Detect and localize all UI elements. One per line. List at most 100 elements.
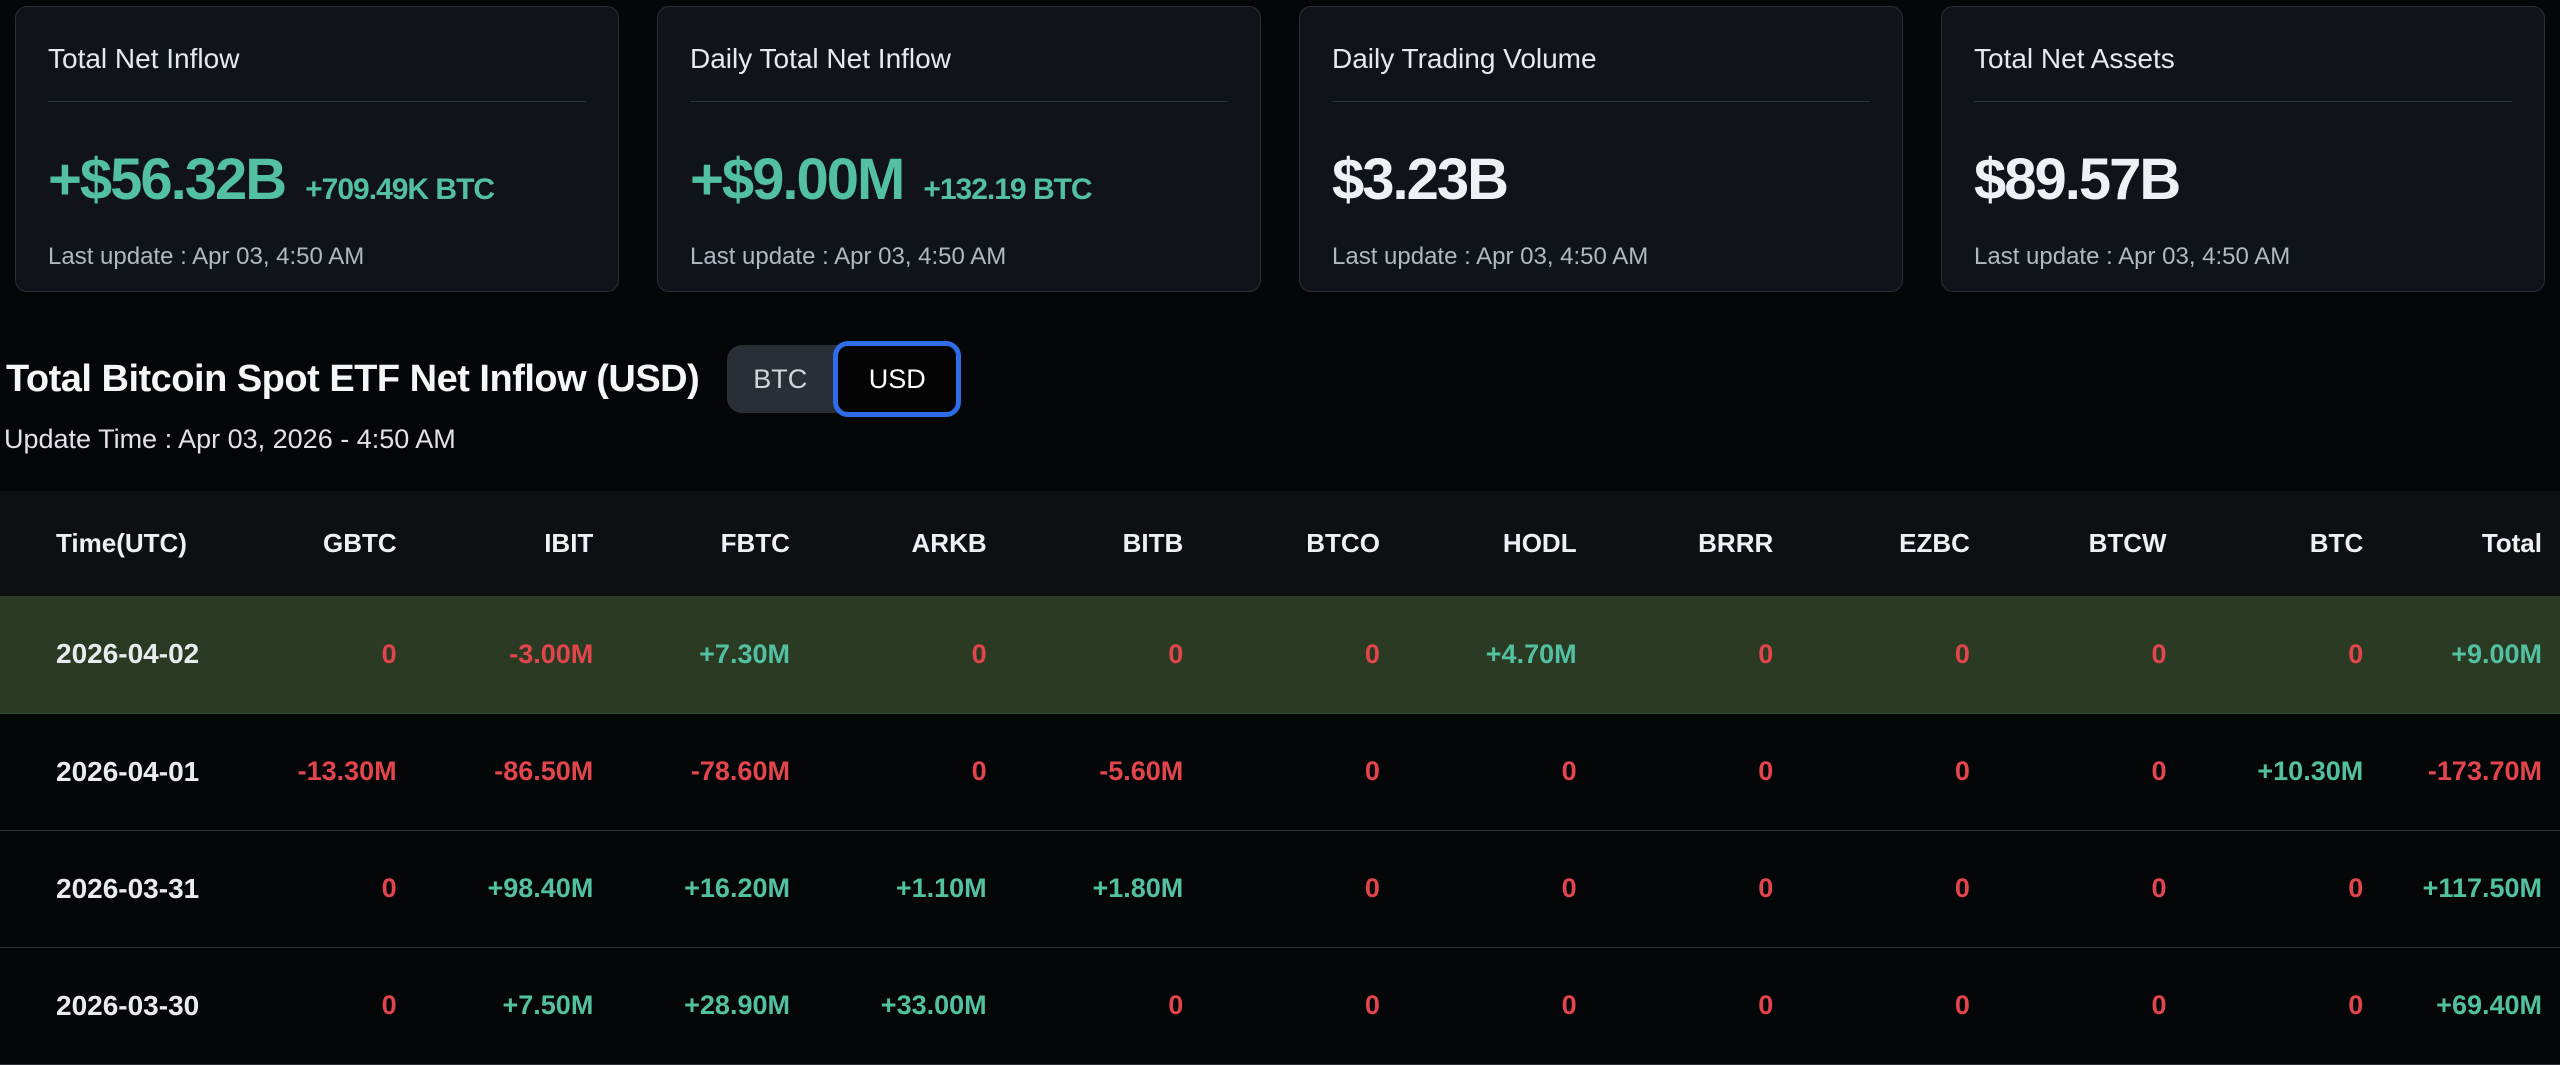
table-row: 2026-04-02 0 -3.00M +7.30M 0 0 0 +4.70M 0 0 0 0 +9.0… xyxy=(0,596,2560,714)
table-row: 2026-04-01 -13.30M -86.50M -78.60M 0 -5.60M 0 0… xyxy=(0,713,2560,831)
value-cell-ezbc: 0 xyxy=(1773,830,1970,948)
value-cell-gbtc: 0 xyxy=(200,596,397,714)
value-cell-total: +117.50M xyxy=(2363,830,2560,948)
value-cell-ezbc: 0 xyxy=(1773,596,1970,714)
usd-toggle-button[interactable]: USD xyxy=(833,341,962,417)
value-cell-btcw: 0 xyxy=(1969,830,2167,948)
stat-card-value: +$9.00M xyxy=(690,147,905,212)
btc-toggle-button[interactable]: BTC xyxy=(753,363,808,394)
value-cell-brrr: 0 xyxy=(1576,713,1774,831)
value-cell-total: +9.00M xyxy=(2363,596,2560,714)
value-cell-bitb: 0 xyxy=(986,947,1184,1065)
column-header-total: Total xyxy=(2363,491,2560,596)
stat-cards-row: Total Net Inflow +$56.32B +709.49K BTC L… xyxy=(0,0,2560,292)
section-header: Total Bitcoin Spot ETF Net Inflow (USD) … xyxy=(6,341,2560,417)
column-header-hodl: HODL xyxy=(1379,491,1577,596)
value-cell-ibit: +98.40M xyxy=(396,830,594,948)
value-cell-fbtc: -78.60M xyxy=(593,713,790,831)
etf-inflow-table: Time(UTC) GBTC IBIT FBTC ARKB BITB BTCO HODL BRR… xyxy=(0,491,2560,1065)
table-body: 2026-04-02 0 -3.00M +7.30M 0 0 0 +4.70M 0 0 0 0 +9.0… xyxy=(0,596,2560,1065)
value-cell-bitb: 0 xyxy=(986,596,1184,714)
value-cell-arkb: +1.10M xyxy=(789,830,987,948)
value-cell-total: -173.70M xyxy=(2363,713,2560,831)
stat-card-btc-value: +709.49K BTC xyxy=(305,173,495,206)
column-header-bitb: BITB xyxy=(986,491,1184,596)
date-cell: 2026-03-31 xyxy=(0,830,200,948)
value-cell-ibit: -3.00M xyxy=(396,596,594,714)
stat-card-last-update: Last update : Apr 03, 4:50 AM xyxy=(48,243,365,270)
value-cell-arkb: 0 xyxy=(789,596,987,714)
date-cell: 2026-04-02 xyxy=(0,596,200,714)
stat-card: Daily Total Net Inflow +$9.00M +132.19 B… xyxy=(657,6,1261,292)
value-cell-btc: +10.30M xyxy=(2166,713,2364,831)
value-cell-total: +69.40M xyxy=(2363,947,2560,1065)
value-cell-btc: 0 xyxy=(2166,947,2364,1065)
value-cell-hodl: 0 xyxy=(1379,947,1577,1065)
stat-card-value: $89.57B xyxy=(1974,147,2181,212)
column-header-arkb: ARKB xyxy=(789,491,987,596)
value-cell-bitb: -5.60M xyxy=(986,713,1184,831)
stat-card-value-row: +$9.00M +132.19 BTC xyxy=(690,146,1228,213)
stat-card-title: Total Net Assets xyxy=(1974,43,2512,102)
value-cell-btco: 0 xyxy=(1183,830,1380,948)
value-cell-arkb: 0 xyxy=(789,713,987,831)
stat-card: Daily Trading Volume $3.23B Last update … xyxy=(1299,6,1903,292)
value-cell-gbtc: 0 xyxy=(200,830,397,948)
stat-card-value: $3.23B xyxy=(1332,147,1509,212)
value-cell-btc: 0 xyxy=(2166,596,2364,714)
value-cell-btco: 0 xyxy=(1183,596,1380,714)
stat-card-title: Daily Trading Volume xyxy=(1332,43,1870,102)
value-cell-ezbc: 0 xyxy=(1773,713,1970,831)
value-cell-btco: 0 xyxy=(1183,713,1380,831)
value-cell-btcw: 0 xyxy=(1969,947,2167,1065)
value-cell-btco: 0 xyxy=(1183,947,1380,1065)
value-cell-fbtc: +7.30M xyxy=(593,596,790,714)
value-cell-hodl: 0 xyxy=(1379,830,1577,948)
stat-card-last-update: Last update : Apr 03, 4:50 AM xyxy=(1332,243,1649,270)
value-cell-btcw: 0 xyxy=(1969,713,2167,831)
value-cell-gbtc: 0 xyxy=(200,947,397,1065)
stat-card-last-update: Last update : Apr 03, 4:50 AM xyxy=(690,243,1007,270)
column-header-gbtc: GBTC xyxy=(200,491,397,596)
value-cell-hodl: 0 xyxy=(1379,713,1577,831)
column-header-ibit: IBIT xyxy=(396,491,594,596)
stat-card-title: Daily Total Net Inflow xyxy=(690,43,1228,102)
unit-toggle[interactable]: BTC USD xyxy=(727,341,962,417)
value-cell-bitb: +1.80M xyxy=(986,830,1184,948)
stat-card: Total Net Inflow +$56.32B +709.49K BTC L… xyxy=(15,6,619,292)
column-header-fbtc: FBTC xyxy=(593,491,790,596)
value-cell-ibit: +7.50M xyxy=(396,947,594,1065)
stat-card: Total Net Assets $89.57B Last update : A… xyxy=(1941,6,2545,292)
value-cell-arkb: +33.00M xyxy=(789,947,987,1065)
value-cell-brrr: 0 xyxy=(1576,596,1774,714)
column-header-time-utc-: Time(UTC) xyxy=(0,491,200,596)
column-header-brrr: BRRR xyxy=(1576,491,1774,596)
section-title: Total Bitcoin Spot ETF Net Inflow (USD) xyxy=(6,357,700,400)
date-cell: 2026-04-01 xyxy=(0,713,200,831)
table-row: 2026-03-31 0 +98.40M +16.20M +1.10M +1.80M 0 0 0… xyxy=(0,830,2560,948)
column-header-btco: BTCO xyxy=(1183,491,1380,596)
table-row: 2026-03-30 0 +7.50M +28.90M +33.00M 0 0 0 0 0 0 0 +6… xyxy=(0,947,2560,1065)
value-cell-ezbc: 0 xyxy=(1773,947,1970,1065)
column-header-btcw: BTCW xyxy=(1969,491,2167,596)
value-cell-hodl: +4.70M xyxy=(1379,596,1577,714)
table-header: Time(UTC) GBTC IBIT FBTC ARKB BITB BTCO HODL BRR… xyxy=(0,491,2560,596)
stat-card-value-row: $89.57B xyxy=(1974,146,2512,213)
value-cell-fbtc: +28.90M xyxy=(593,947,790,1065)
value-cell-brrr: 0 xyxy=(1576,947,1774,1065)
table-header-row: Time(UTC) GBTC IBIT FBTC ARKB BITB BTCO HODL BRR… xyxy=(0,491,2560,596)
value-cell-btcw: 0 xyxy=(1969,596,2167,714)
value-cell-gbtc: -13.30M xyxy=(200,713,397,831)
stat-card-btc-value: +132.19 BTC xyxy=(923,173,1092,206)
column-header-ezbc: EZBC xyxy=(1773,491,1970,596)
stat-card-title: Total Net Inflow xyxy=(48,43,586,102)
value-cell-btc: 0 xyxy=(2166,830,2364,948)
update-time-text: Update Time : Apr 03, 2026 - 4:50 AM xyxy=(4,424,456,454)
value-cell-ibit: -86.50M xyxy=(396,713,594,831)
stat-card-value: +$56.32B xyxy=(48,147,287,212)
date-cell: 2026-03-30 xyxy=(0,947,200,1065)
value-cell-fbtc: +16.20M xyxy=(593,830,790,948)
column-header-btc: BTC xyxy=(2166,491,2364,596)
stat-card-value-row: +$56.32B +709.49K BTC xyxy=(48,146,586,213)
stat-card-value-row: $3.23B xyxy=(1332,146,1870,213)
